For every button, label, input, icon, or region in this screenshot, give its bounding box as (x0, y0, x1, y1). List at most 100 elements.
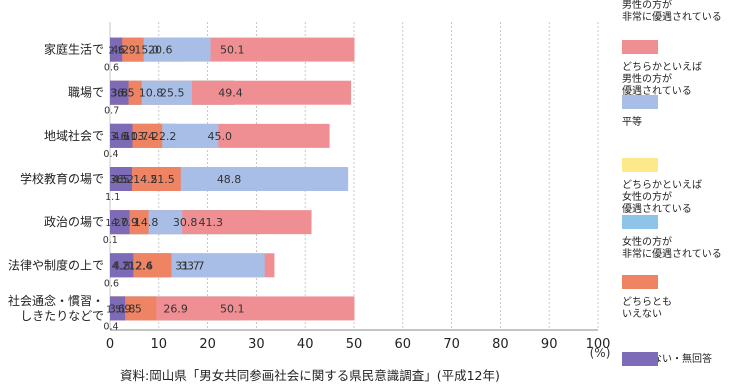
data-label: 4.5 (112, 173, 130, 186)
data-label: 3.6 (110, 130, 128, 143)
bar-segment (110, 167, 132, 191)
data-label: 0.4 (103, 321, 118, 332)
legend-swatch (622, 352, 658, 366)
data-label: 3.1 (109, 302, 127, 315)
legend-label: 優遇されている (622, 202, 692, 215)
data-label: 33.7 (180, 259, 205, 272)
data-label: 20.6 (148, 44, 173, 57)
data-label: 0.4 (103, 149, 118, 160)
data-label: 26.9 (163, 302, 188, 315)
data-label: 4.6 (112, 130, 130, 143)
category-label: 地域社会で (44, 128, 104, 143)
data-label: 4.2 (111, 44, 129, 57)
category-labels: 家庭生活で職場で地域社会で学校教育の場で政治の場で法律や制度の上で社会通念・慣習… (8, 42, 104, 323)
x-tick-label: 60 (395, 337, 412, 352)
data-label: 48.8 (217, 173, 242, 186)
data-label: 31.7 (175, 259, 200, 272)
legend-label: 優遇されている (622, 84, 692, 97)
data-label: 0.6 (104, 63, 119, 74)
data-label: 2.5 (109, 46, 124, 57)
x-tick-label: 70 (443, 337, 460, 352)
data-label: 49.4 (218, 87, 243, 100)
data-label: 6.9 (118, 44, 136, 57)
bar-segment (110, 123, 133, 148)
data-label: 6.8 (118, 302, 136, 315)
legend-swatch (622, 215, 658, 229)
x-tick-label: 0 (106, 337, 114, 352)
legend-label: 男性の方が (622, 0, 672, 11)
category-label: しきたりなどで (20, 309, 104, 323)
legend-label: 女性の方が (622, 190, 672, 203)
data-label: 15.0 (134, 44, 159, 57)
legend-label: どちらかといえば (622, 179, 702, 191)
data-label: 50.1 (220, 302, 245, 315)
x-axis: 0 10 20 30 40 50 60 70 80 90 100 (106, 329, 611, 352)
category-label: 社会通念・慣習・ (8, 293, 104, 308)
legend-label: どちらとも (622, 296, 672, 308)
data-label: 13.4 (130, 130, 155, 143)
data-label: 7.9 (121, 216, 139, 229)
x-tick-label: 100 (586, 337, 611, 352)
x-tick-label: 80 (492, 337, 509, 352)
x-tick-label: 40 (297, 337, 314, 352)
legend-swatch (622, 275, 658, 289)
legend-label: 男性の方が (622, 72, 672, 85)
legend-label: いえない (622, 308, 662, 320)
data-label: 1.1 (105, 192, 120, 203)
data-label: 6.5 (117, 87, 135, 100)
data-label: 12.4 (128, 259, 153, 272)
data-label: 3.8 (111, 87, 129, 100)
category-label: 家庭生活で (44, 42, 104, 57)
data-label: 4.8 (113, 259, 131, 272)
data-label: 14.8 (134, 216, 159, 229)
data-label: 25.5 (160, 87, 185, 100)
data-label: 3.6 (110, 87, 128, 100)
legend-label: 女性の方が (622, 235, 672, 248)
x-tick-label: 30 (248, 337, 265, 352)
data-label: 14.5 (133, 173, 158, 186)
data-label: 6.2 (116, 173, 134, 186)
data-label: 0.6 (104, 278, 119, 289)
x-tick-label: 50 (346, 337, 363, 352)
data-label: 10.8 (139, 87, 164, 100)
legend-label: どちらかといえば (622, 61, 702, 73)
bars (110, 37, 355, 321)
category-label: 政治の場で (44, 215, 104, 229)
bar-segment (110, 37, 123, 62)
data-label: 3.5 (110, 173, 128, 186)
source-note: 資料:岡山県「男女共同参画社会に関する県民意識調査」(平成12年) (120, 368, 500, 383)
data-labels: 15.0 50.1 20.6 4.2 0.6 6.92.5 25.5 49.4 10.8 3.6 0… (103, 44, 245, 333)
x-tick-label: 20 (199, 337, 216, 352)
bar-segment (110, 80, 129, 105)
x-tick-label: 90 (541, 337, 558, 352)
data-label: 30.8 (173, 216, 198, 229)
legend-swatch (622, 95, 658, 109)
data-label: 1.5 (106, 304, 121, 315)
data-label: 41.3 (199, 216, 224, 229)
data-label: 4.2 (111, 259, 129, 272)
category-label: 学校教育の場で (20, 171, 104, 186)
data-label: 22.2 (152, 130, 177, 143)
bar-segment (110, 210, 130, 235)
data-label: 4.0 (111, 216, 129, 229)
data-label: 12.6 (128, 259, 153, 272)
unit-label: (%) (590, 346, 611, 360)
category-label: 法律や制度の上で (8, 257, 104, 272)
legend-label: 非常に優遇されている (622, 10, 722, 23)
data-label: 1.2 (105, 218, 120, 229)
legend-label: 非常に優遇されている (622, 247, 722, 260)
legend-label: 平等 (622, 115, 642, 128)
data-label: 0.1 (103, 235, 118, 246)
bar-segment (110, 296, 126, 321)
data-label: 0.7 (104, 106, 119, 117)
legend-swatch (622, 40, 658, 54)
legend-swatch (622, 158, 658, 172)
data-label: 21.5 (150, 173, 175, 186)
bar-segment (110, 253, 134, 278)
data-label: 50.1 (220, 44, 245, 57)
data-label: 9.5 (124, 302, 142, 315)
legend: 男性の方が非常に優遇されているどちらかといえば男性の方が優遇されている平等どちら… (622, 0, 722, 366)
data-label: 45.0 (208, 130, 233, 143)
category-label: 職場で (68, 86, 104, 100)
